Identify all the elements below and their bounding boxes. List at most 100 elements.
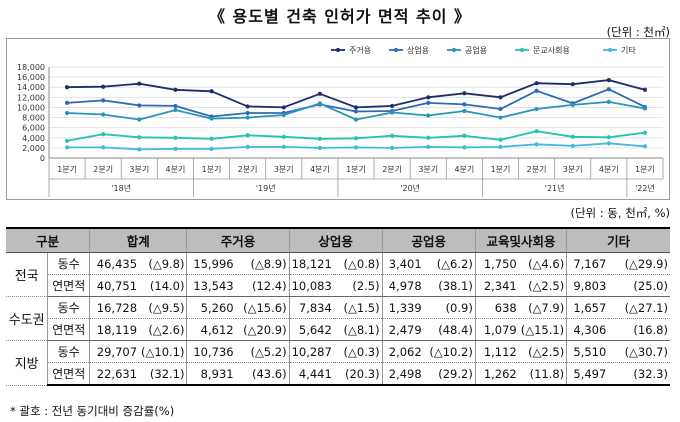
data-point (137, 135, 142, 140)
value-cell: 15,996 (186, 252, 236, 275)
data-point (642, 106, 648, 111)
change-cell: (△2.6) (139, 318, 188, 341)
chart-unit-label: (단위 : 천㎡) (606, 25, 670, 39)
value-cell: 5,642 (289, 318, 334, 341)
y-tick-label: 18,000 (17, 63, 45, 72)
data-point (606, 141, 611, 146)
region-cell: 전국 (6, 252, 49, 297)
data-point (462, 91, 467, 96)
value-cell: 29,707 (89, 340, 140, 363)
data-point (353, 136, 359, 141)
series-line (67, 79, 646, 109)
data-point (209, 116, 214, 121)
change-cell: (2.5) (333, 274, 383, 297)
change-cell: (△7.9) (518, 296, 568, 319)
value-cell: 10,083 (289, 274, 334, 297)
data-point (245, 104, 250, 109)
data-point (64, 100, 70, 105)
value-cell: 638 (475, 296, 519, 319)
change-cell: (△10.2) (423, 340, 476, 363)
legend-label: 기타 (621, 46, 636, 55)
legend-marker (393, 47, 399, 53)
data-point (353, 145, 359, 150)
value-cell: 46,435 (89, 252, 140, 275)
header-total: 합계 (89, 227, 187, 253)
data-point (606, 78, 611, 83)
x-tick-label: 1분기 (346, 165, 366, 174)
data-point (606, 87, 611, 92)
data-point (426, 135, 431, 140)
value-cell: 1,262 (475, 362, 519, 386)
data-point (64, 138, 70, 143)
change-cell: (△5.2) (235, 340, 290, 363)
x-tick-label: 1분기 (202, 165, 222, 174)
data-point (173, 135, 178, 140)
x-tick-label: 1분기 (57, 165, 77, 174)
value-cell: 7,167 (566, 252, 609, 275)
table-header-row: 구분 합계 주거용 상업용 공업용 교육및사회용 기타 (6, 227, 670, 253)
line-chart: 02,0004,0006,0008,00010,00012,00014,0001… (17, 45, 664, 197)
value-cell: 2,498 (382, 362, 424, 386)
value-cell: 1,339 (382, 296, 424, 319)
value-cell: 10,287 (289, 340, 334, 363)
data-point (209, 89, 214, 94)
data-point (498, 106, 503, 112)
data-point (534, 142, 539, 147)
data-point (281, 134, 286, 139)
value-cell: 5,260 (186, 296, 236, 319)
year-label: '20년 (400, 183, 420, 193)
data-point (245, 144, 250, 149)
region-cell: 수도권 (6, 296, 49, 341)
data-point (137, 81, 142, 86)
data-point (173, 146, 178, 151)
change-cell: (△6.2) (423, 252, 476, 275)
table-row: 수도권 동수 16,728 (△9.5) 5,260 (△15.6) 7,834… (6, 296, 670, 341)
y-tick-label: 16,000 (17, 73, 45, 82)
data-point (317, 91, 322, 96)
data-point (281, 112, 286, 118)
change-cell: (△9.5) (139, 296, 188, 319)
x-tick-label: 2분기 (527, 165, 547, 174)
data-point (173, 103, 178, 109)
change-cell: (11.8) (518, 362, 568, 386)
legend-marker (519, 47, 525, 53)
change-cell: (△20.9) (235, 318, 290, 341)
change-cell: (△8.1) (333, 318, 383, 341)
table-row: 연면적 18,119 (△2.6) 4,612 (△20.9) 5,642 (△… (6, 318, 670, 341)
change-cell: (△10.1) (139, 340, 188, 363)
data-point (101, 98, 106, 103)
data-point (570, 82, 575, 87)
x-tick-label: 2분기 (238, 165, 258, 174)
data-point (390, 145, 395, 150)
value-cell: 1,079 (475, 318, 519, 341)
value-cell: 2,479 (382, 318, 424, 341)
legend-marker (607, 47, 613, 53)
value-cell: 13,543 (186, 274, 236, 297)
data-point (101, 112, 106, 117)
y-tick-label: 10,000 (17, 103, 45, 112)
year-label: '18년 (111, 183, 131, 193)
data-point (534, 106, 539, 112)
header-commercial: 상업용 (288, 227, 383, 253)
x-tick-label: 3분기 (274, 165, 294, 174)
y-tick-label: 4,000 (22, 134, 45, 143)
change-cell: (12.4) (235, 274, 290, 297)
data-point (426, 100, 431, 105)
change-cell: (△2.5) (518, 340, 568, 363)
data-point (245, 115, 250, 120)
header-residential: 주거용 (186, 227, 290, 253)
change-cell: (38.1) (423, 274, 476, 297)
x-tick-label: 2분기 (93, 165, 113, 174)
data-point (534, 81, 539, 86)
data-point (498, 115, 503, 120)
value-cell: 1,750 (475, 252, 519, 275)
change-cell: (△29.9) (608, 252, 670, 275)
change-cell: (△4.6) (518, 252, 568, 275)
change-cell: (16.8) (608, 318, 670, 341)
data-point (137, 117, 142, 122)
x-tick-label: 2분기 (382, 165, 402, 174)
y-tick-label: 14,000 (17, 83, 45, 92)
data-point (281, 144, 286, 149)
value-cell: 5,510 (566, 340, 609, 363)
change-cell: (△30.7) (608, 340, 670, 363)
